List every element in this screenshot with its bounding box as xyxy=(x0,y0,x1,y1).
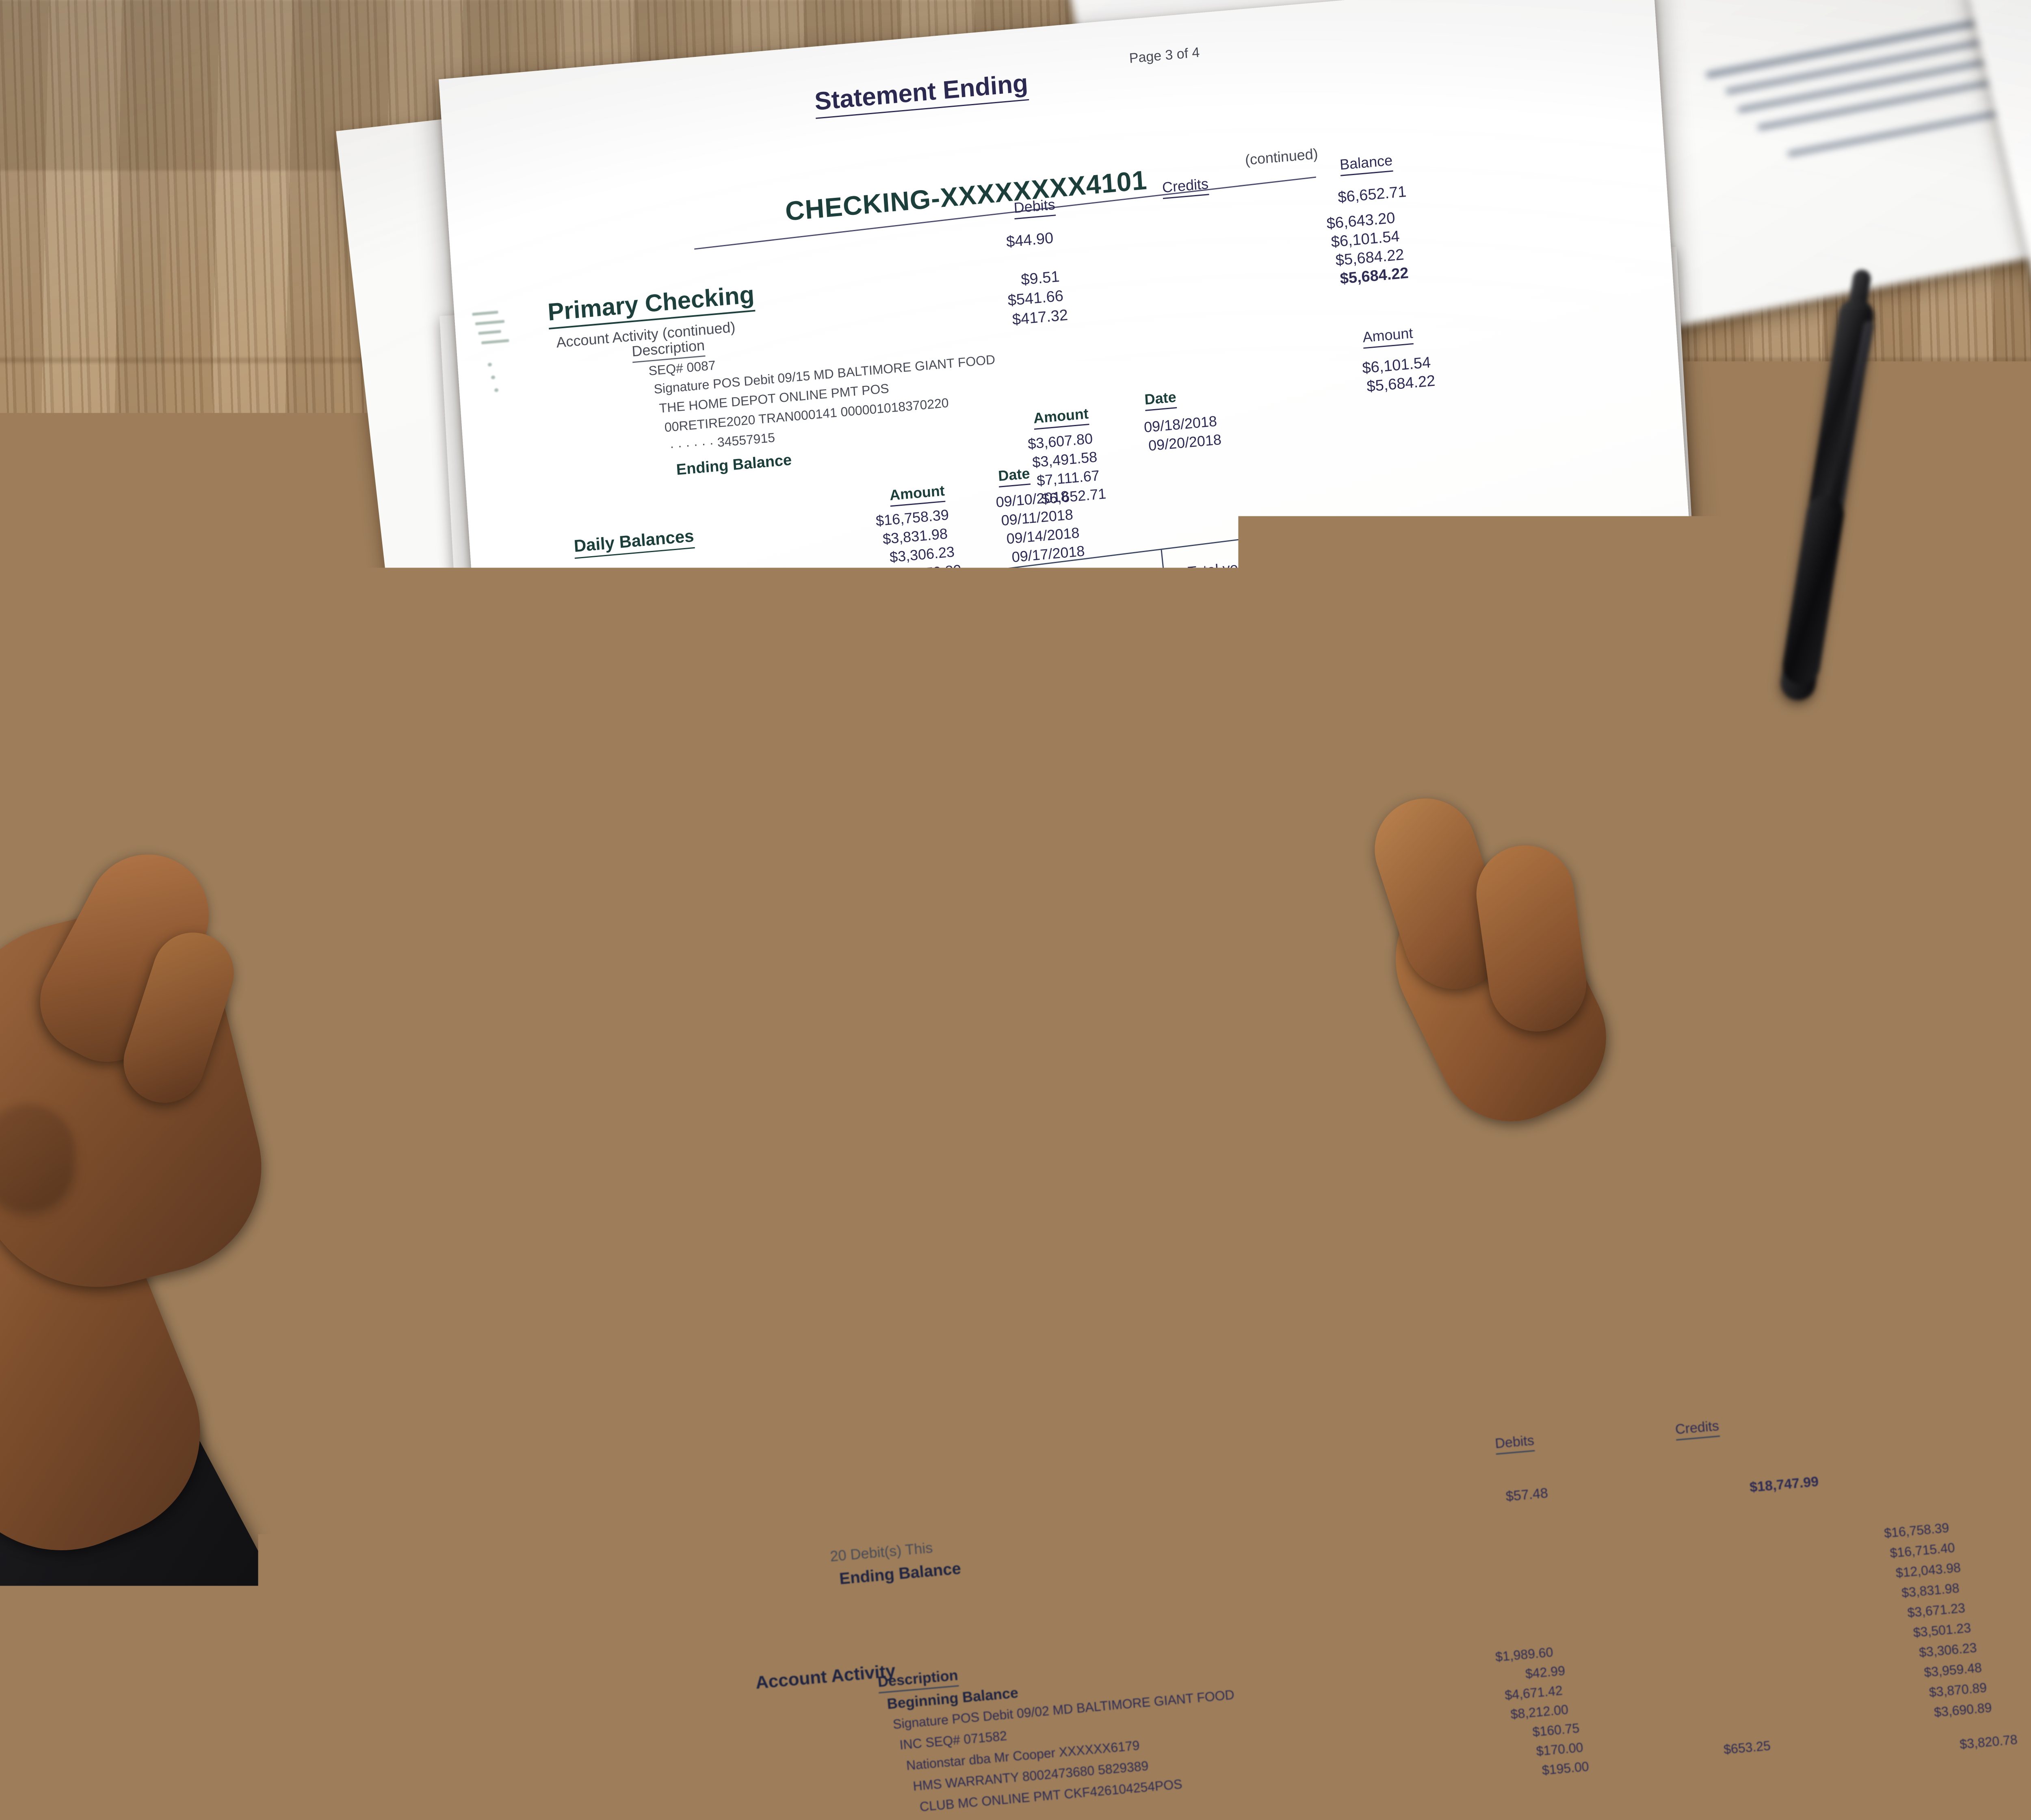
photo-scene: 20 Debit(s) This Ending Balance Debits C… xyxy=(0,0,2031,1820)
activity-row-debit: $541.66 xyxy=(1007,287,1064,310)
transfer-col-amount: Amount xyxy=(1033,405,1089,430)
page-label: Page 3 of 4 xyxy=(1129,45,1200,67)
statement-side-legend xyxy=(472,309,521,313)
transfer-col-date: Date xyxy=(1144,388,1177,411)
daily-col-amount: Amount xyxy=(889,482,946,507)
activity-row-debit: $417.32 xyxy=(1012,307,1069,329)
fees-row-ytd: $0.00 xyxy=(1239,626,1277,646)
fees-row-ytd: $0.00 xyxy=(1231,577,1269,597)
account-heading-suffix: (continued) xyxy=(1245,145,1319,169)
activity-row-desc: · · · · · · 34557915 xyxy=(669,430,775,455)
knuckle-right xyxy=(1657,1170,1779,1292)
fees-row-period: $0.00 xyxy=(1038,651,1076,671)
fees-row-period: $0.00 xyxy=(1030,602,1067,622)
right-hand xyxy=(1446,967,2031,1820)
activity-row-desc: SEQ# 0087 xyxy=(648,358,716,379)
knuckle-left xyxy=(0,1105,73,1211)
left-hand xyxy=(0,894,528,1820)
statement-title: Statement Ending xyxy=(814,69,1029,119)
activity-row-debit: $9.51 xyxy=(1020,268,1060,289)
opening-balance: $6,652.71 xyxy=(1337,183,1407,207)
ending-balance-label: Ending Balance xyxy=(676,451,792,479)
col-amount: Amount xyxy=(1362,325,1414,349)
daily-balances-label: Daily Balances xyxy=(573,526,695,559)
col-balance: Balance xyxy=(1339,152,1393,176)
col-credits: Credits xyxy=(1162,175,1209,199)
fees-row-label: Total Returned Item Fees xyxy=(608,795,783,828)
col-debits: Debits xyxy=(1013,196,1056,219)
activity-row-debit: $44.90 xyxy=(1006,230,1054,251)
pen-grip xyxy=(1780,492,1847,687)
daily-col-date: Date xyxy=(998,465,1031,488)
